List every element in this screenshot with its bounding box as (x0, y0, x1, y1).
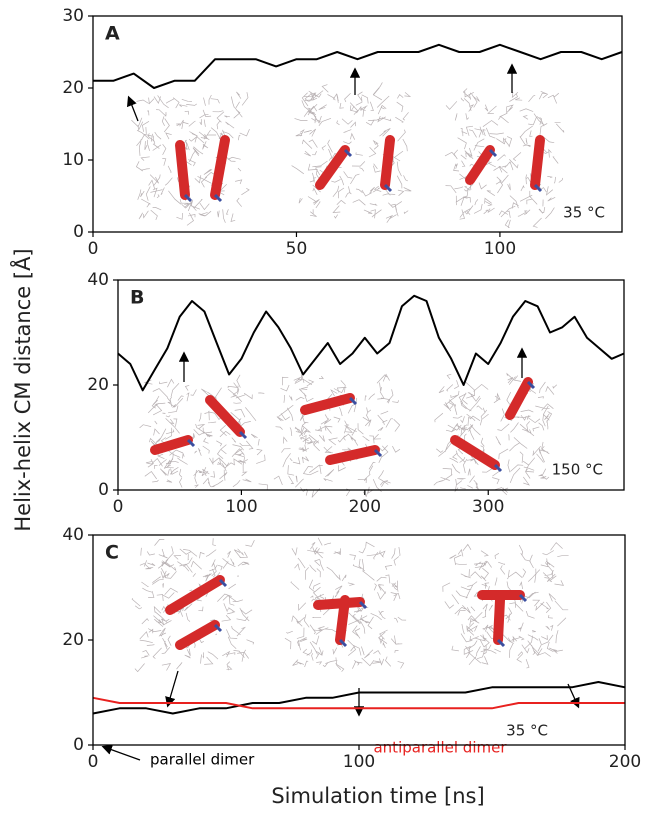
helix (380, 135, 395, 190)
helix-end (213, 623, 223, 633)
plot-frame (117, 279, 625, 491)
y-tick-label: 0 (73, 222, 84, 242)
helix (493, 595, 505, 645)
temperature: 150 °C (552, 461, 603, 479)
x-tick-label: 200 (609, 752, 641, 772)
helix-end (238, 430, 248, 440)
helix (300, 393, 355, 415)
helix (165, 575, 225, 615)
x-tick-label: 100 (225, 497, 257, 517)
lipid-lines (291, 82, 412, 223)
helix-end (373, 448, 383, 458)
lipid-lines (131, 538, 255, 673)
y-axis-title: Helix-helix CM distance [Å] (9, 248, 35, 531)
helix-end (526, 380, 536, 390)
helix (325, 445, 380, 465)
data-line (117, 294, 625, 392)
y-tick-label: 0 (73, 735, 84, 755)
y-tick-label: 40 (87, 270, 109, 290)
helix-end (348, 396, 358, 406)
y-tick-label: 20 (62, 630, 84, 650)
helix-end (518, 593, 528, 603)
series-label: parallel dimer (150, 751, 255, 769)
helix-end (493, 463, 503, 473)
lipid-lines (273, 371, 401, 498)
y-tick-label: 20 (62, 78, 84, 98)
helix (315, 145, 350, 190)
panel-letter: C (105, 542, 119, 564)
helix (530, 135, 545, 190)
lipid-lines (442, 542, 569, 669)
plot-frame (92, 15, 623, 233)
data-line (93, 43, 623, 89)
y-tick-label: 20 (87, 375, 109, 395)
helix-end (496, 638, 506, 648)
helix-end (186, 438, 196, 448)
helix-end (183, 193, 193, 203)
x-tick-label: 100 (343, 752, 375, 772)
data-line (92, 681, 626, 715)
lipid-lines (444, 88, 565, 228)
y-tick-label: 10 (62, 150, 84, 170)
helix (210, 135, 230, 200)
helix (313, 597, 365, 610)
helix-end (343, 148, 353, 158)
panel-letter: A (105, 23, 120, 45)
y-tick-label: 0 (98, 480, 109, 500)
snapshots (131, 82, 569, 673)
lipid-lines (131, 91, 250, 226)
series-label: antiparallel dimer (373, 739, 507, 757)
helix (205, 395, 245, 437)
helix-end (338, 638, 348, 648)
x-tick-label: 50 (286, 239, 308, 259)
temperature: 35 °C (506, 722, 548, 740)
x-axis-title: Simulation time [ns] (271, 784, 484, 808)
temperature: 35 °C (563, 204, 605, 222)
x-tick-label: 0 (88, 752, 99, 772)
data-line (92, 696, 625, 710)
x-tick-label: 100 (484, 239, 516, 259)
x-tick-label: 200 (349, 497, 381, 517)
x-tick-label: 300 (472, 497, 504, 517)
helix-end (383, 183, 393, 193)
arrows (101, 63, 580, 761)
helix-end (533, 183, 543, 193)
helix-end (218, 578, 228, 588)
panel-letter: B (130, 287, 144, 309)
helix (505, 377, 533, 420)
lipid-lines (433, 372, 558, 496)
helix (335, 595, 350, 645)
y-tick-label: 30 (62, 6, 84, 26)
helix-end (213, 193, 223, 203)
x-tick-label: 0 (88, 239, 99, 259)
helix (450, 435, 500, 470)
helix (150, 435, 193, 455)
y-tick-label: 40 (62, 525, 84, 545)
helix (175, 620, 220, 650)
helix-end (358, 600, 368, 610)
lipid-lines (139, 374, 268, 491)
plot-frame (92, 534, 626, 746)
helix (175, 140, 190, 200)
helix-end (488, 148, 498, 158)
helix (465, 145, 495, 185)
x-tick-label: 0 (113, 497, 124, 517)
